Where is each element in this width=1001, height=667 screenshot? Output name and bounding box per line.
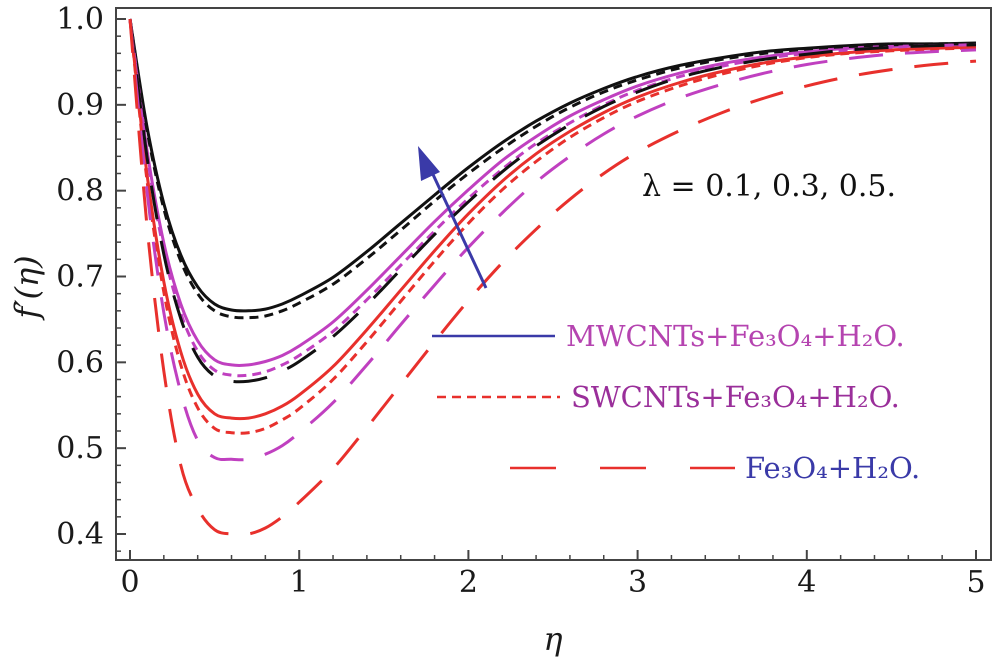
x-tick-label: 4 [797, 565, 816, 600]
legend-label-3: Fe₃O₄+H₂O. [745, 451, 920, 485]
y-axis-title: f′(η) [8, 255, 46, 320]
y-tick-label: 0.5 [56, 431, 104, 466]
series-line-3 [128, 18, 977, 421]
lambda-arrowhead-icon [418, 146, 440, 181]
plot-frame [115, 7, 992, 561]
legend-label-2: SWCNTs+Fe₃O₄+H₂O. [571, 380, 900, 414]
y-tick-label: 0.7 [56, 260, 104, 295]
x-tick-label: 2 [459, 565, 478, 600]
lambda-annotation: λ = 0.1, 0.3, 0.5. [642, 169, 896, 204]
curves-layer [128, 18, 977, 537]
series-line-9 [128, 18, 977, 537]
series-line-4 [128, 18, 977, 320]
y-tick-label: 0.6 [56, 345, 104, 380]
series-line-6 [128, 18, 977, 435]
y-tick-label: 1.0 [56, 2, 104, 37]
series-line-8 [128, 18, 977, 462]
legend-label-1: MWCNTs+Fe₃O₄+H₂O. [566, 319, 905, 353]
x-axis-title: η [543, 620, 562, 658]
y-tick-label: 0.9 [56, 88, 104, 123]
x-tick-label: 5 [966, 565, 985, 600]
x-tick-label: 3 [628, 565, 647, 600]
series-line-7 [128, 18, 977, 384]
series-line-1 [128, 18, 977, 313]
ticks-layer: 0 1 2 3 4 5 0.4 0.5 0.6 0.7 0.8 0.9 1.0 [56, 2, 985, 600]
x-tick-label: 1 [290, 565, 309, 600]
series-line-2 [128, 18, 977, 367]
lambda-increase-arrow [428, 167, 488, 289]
legend: MWCNTs+Fe₃O₄+H₂O. SWCNTs+Fe₃O₄+H₂O. Fe₃O₄+… [432, 319, 920, 485]
x-tick-label: 0 [120, 565, 139, 600]
y-tick-label: 0.4 [56, 517, 104, 552]
y-tick-label: 0.8 [56, 174, 104, 209]
